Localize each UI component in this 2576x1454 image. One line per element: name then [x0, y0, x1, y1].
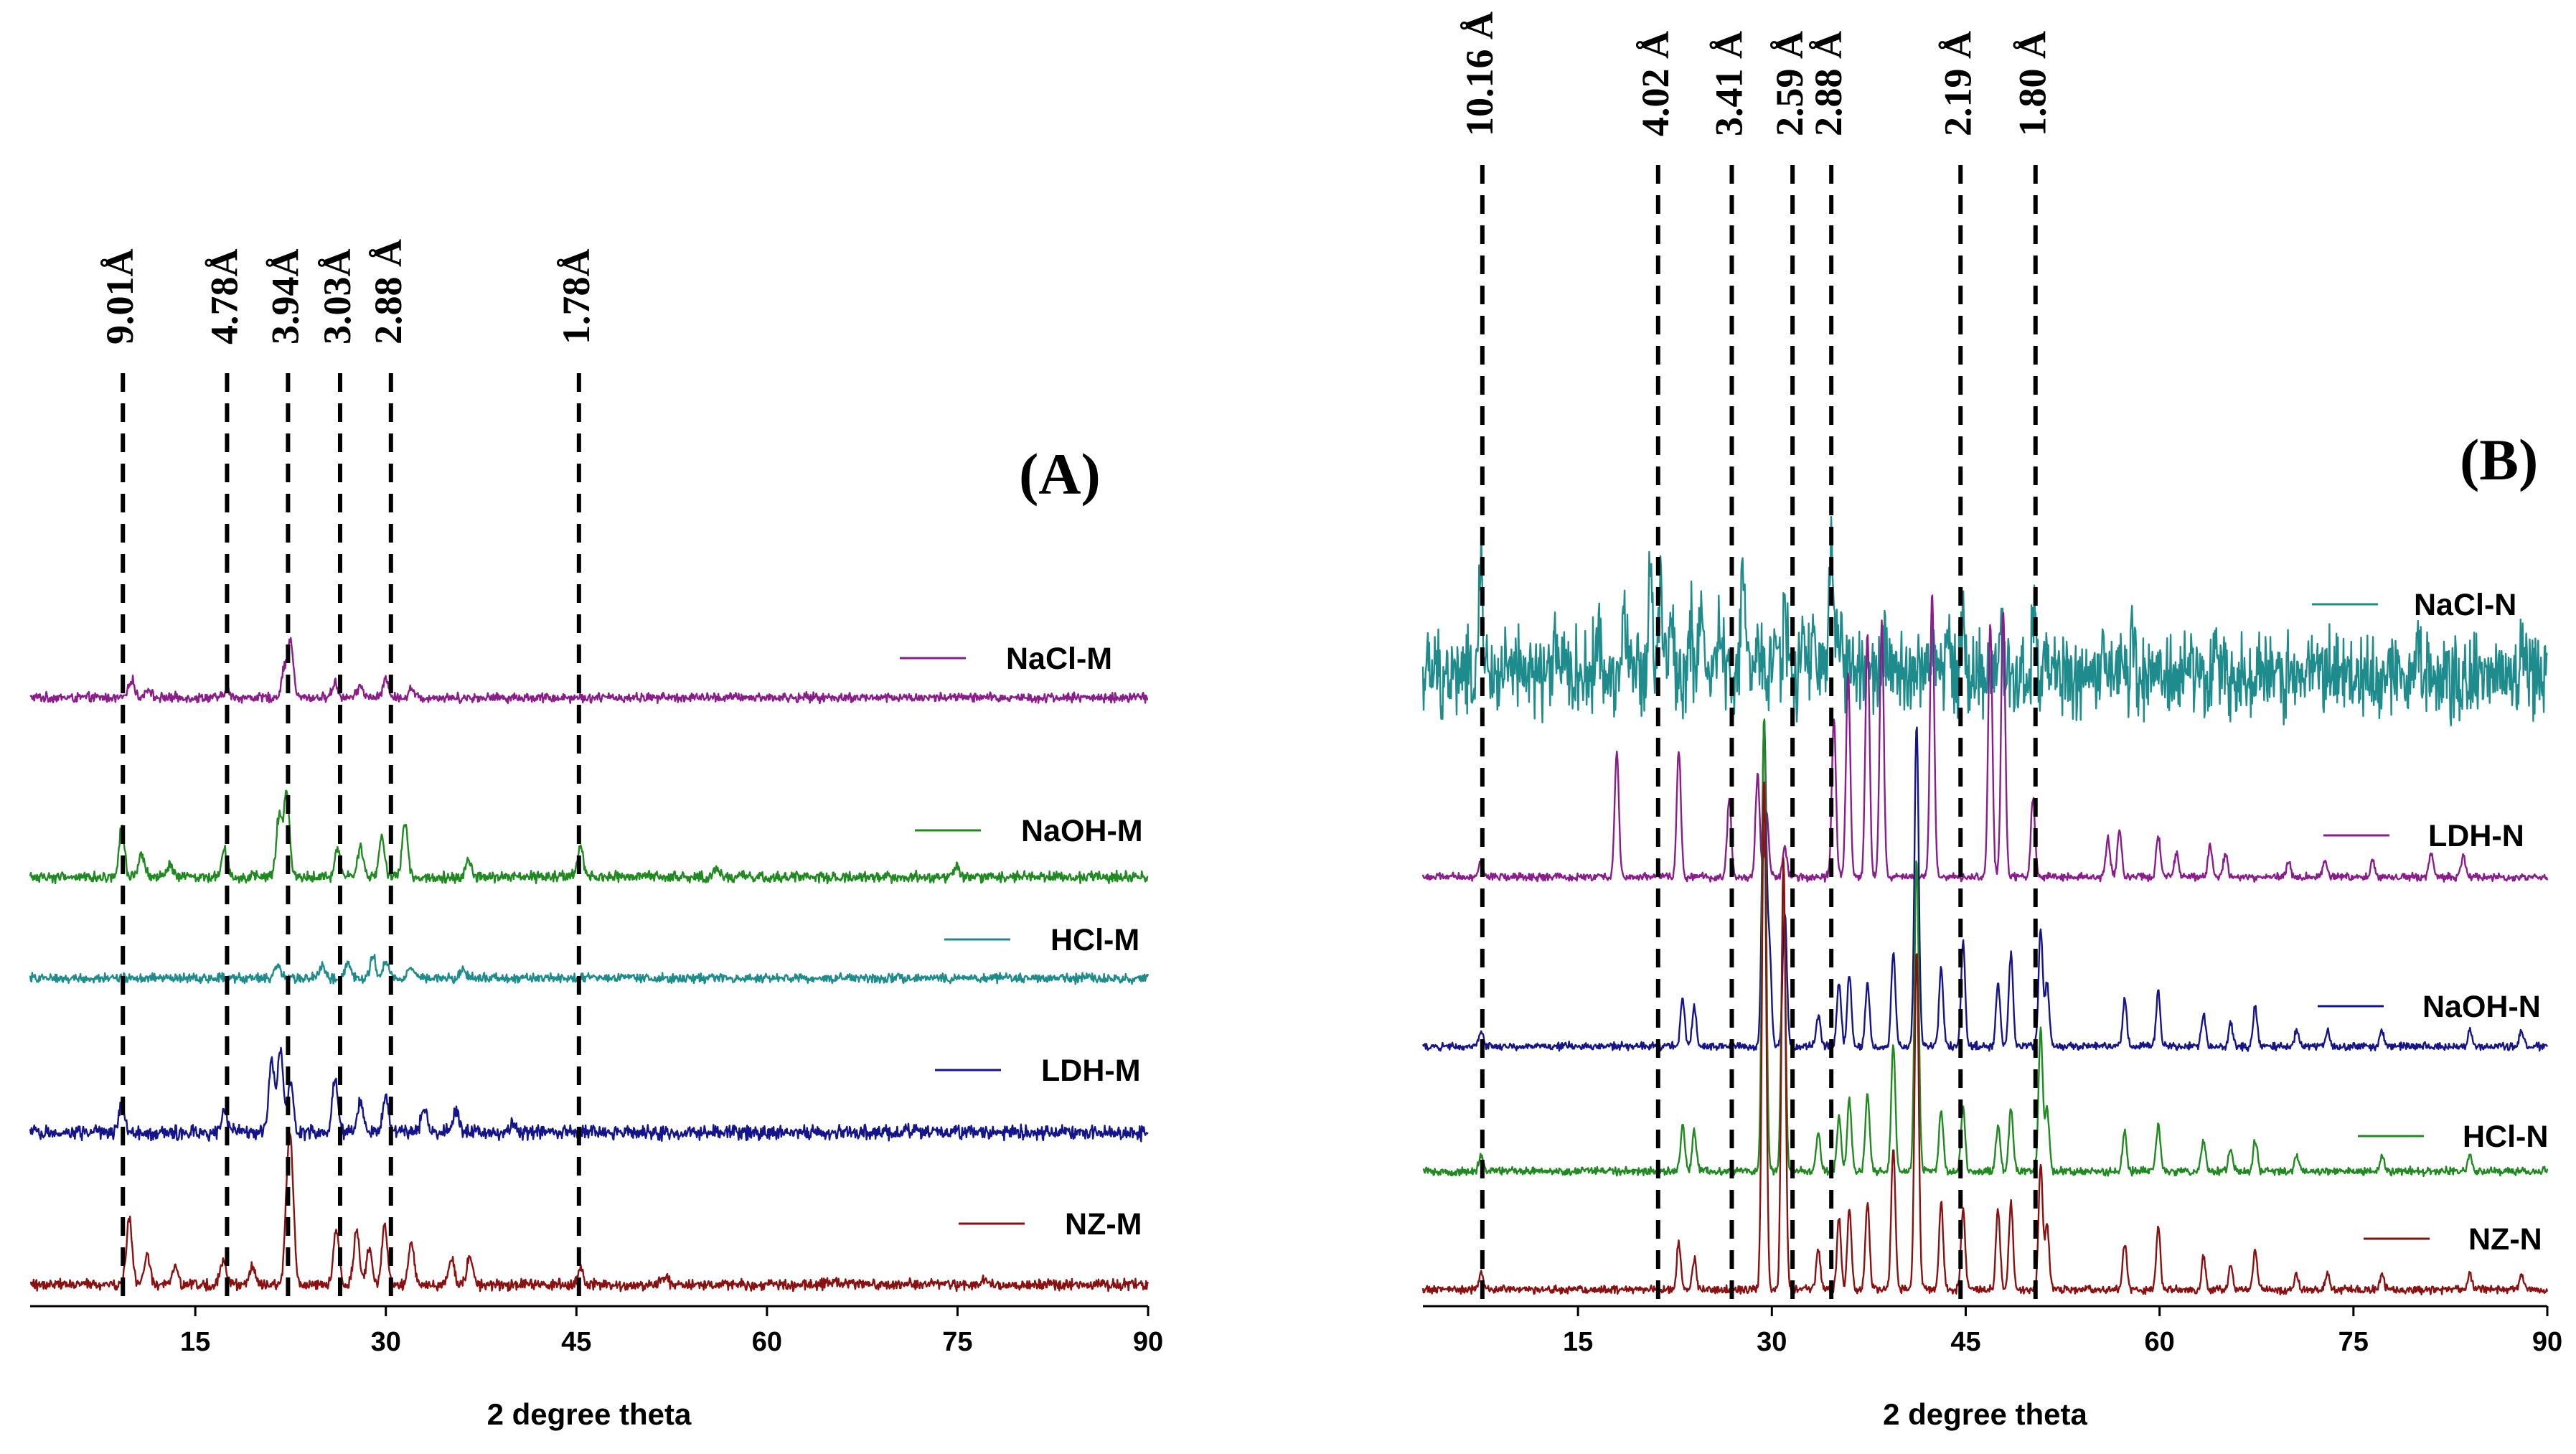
panel-a: 15 30 45 60 75 90 2 degree theta NaCl-M NaOH-M HC…	[29, 239, 1163, 1431]
x-tick-label: 75	[942, 1327, 972, 1357]
x-tick-label: 30	[1757, 1327, 1787, 1357]
reference-line-label: 9.01Å	[98, 249, 141, 345]
legend-label: HCl-N	[2463, 1120, 2548, 1154]
legend-label: HCl-M	[1050, 923, 1139, 957]
series-line-ldh-m	[29, 1046, 1149, 1143]
legend-label: NZ-M	[1065, 1207, 1142, 1242]
x-tick-label: 15	[180, 1327, 210, 1357]
reference-line-label: 1.80 Å	[2011, 31, 2054, 136]
reference-line-label: 3.03Å	[316, 249, 359, 345]
series-line-nz-m	[29, 1132, 1150, 1293]
series-line-naoh-m	[29, 789, 1149, 885]
panel-b: 15 30 45 60 75 90 2 degree theta NaCl-N LDH-N NaO…	[1421, 11, 2562, 1431]
x-tick-label: 60	[2145, 1327, 2175, 1357]
legend-label: LDH-N	[2428, 819, 2524, 853]
series-line-naoh-n	[1421, 720, 2549, 1052]
x-axis-title: 2 degree theta	[1883, 1397, 2087, 1431]
reference-line-label: 2.88 Å	[1807, 31, 1850, 136]
series-line-hcl-n	[1422, 718, 2549, 1178]
panel-label: (B)	[2460, 427, 2538, 492]
reference-line-label: 1.78Å	[555, 249, 598, 345]
legend-label: NaOH-N	[2422, 990, 2541, 1024]
reference-line-label: 2.19 Å	[1936, 31, 1979, 136]
reference-line-label: 2.88 Å	[367, 239, 410, 344]
x-tick-label: 30	[371, 1327, 401, 1357]
reference-line-label: 2.59 Å	[1768, 31, 1811, 136]
reference-line-label: 3.41 Å	[1707, 31, 1750, 136]
series-line-hcl-m	[29, 953, 1150, 985]
x-tick-label: 45	[561, 1327, 591, 1357]
x-tick-label: 90	[2532, 1327, 2562, 1357]
x-tick-label: 90	[1133, 1327, 1163, 1357]
panel-label: (A)	[1019, 441, 1101, 507]
legend-label: NaCl-M	[1006, 642, 1112, 676]
reference-line-label: 4.78Å	[202, 249, 245, 345]
reference-line-label: 4.02 Å	[1634, 31, 1677, 136]
series-line-ldh-n	[1421, 594, 2549, 883]
x-tick-label: 15	[1563, 1327, 1593, 1357]
reference-line-label: 3.94Å	[263, 249, 306, 345]
reference-line-label: 10.16 Å	[1458, 11, 1501, 136]
legend-label: NZ-N	[2468, 1222, 2542, 1257]
series-line-nacl-n	[1421, 515, 2549, 727]
series-line-nz-n	[1421, 781, 2549, 1295]
legend-label: NaOH-M	[1021, 814, 1143, 848]
x-tick-label: 45	[1950, 1327, 1980, 1357]
legend-label: NaCl-N	[2414, 588, 2516, 622]
x-tick-label: 60	[752, 1327, 782, 1357]
x-tick-label: 75	[2338, 1327, 2369, 1357]
x-axis-title: 2 degree theta	[487, 1397, 692, 1431]
series-line-nacl-m	[29, 637, 1149, 705]
legend-label: LDH-M	[1041, 1054, 1141, 1088]
